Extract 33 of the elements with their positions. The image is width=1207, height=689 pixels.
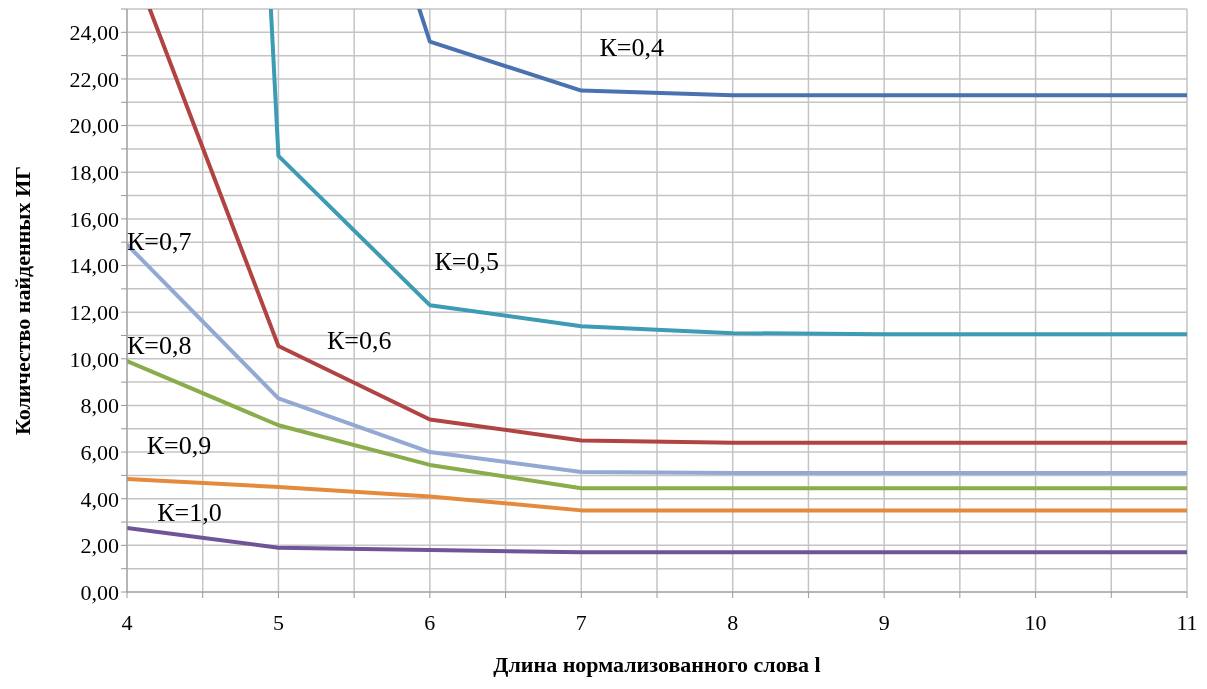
series-label: К=0,4 <box>599 32 664 62</box>
x-tick-label: 10 <box>1024 609 1047 635</box>
y-tick-label: 4,00 <box>80 486 119 512</box>
line-series <box>417 9 1187 98</box>
x-tick-label: 7 <box>575 609 587 635</box>
y-tick-label: 10,00 <box>69 346 119 372</box>
x-tick-label: 6 <box>424 609 436 635</box>
y-tick-label: 24,00 <box>69 20 119 46</box>
y-tick-label: 22,00 <box>69 66 119 92</box>
x-tick-label: 4 <box>121 609 133 635</box>
series-label: К=0,8 <box>127 331 192 361</box>
series-label: К=0,5 <box>434 247 499 277</box>
x-axis-title: Длина нормализованного слова l <box>493 652 821 677</box>
line-series <box>127 359 1187 491</box>
y-tick-label: 2,00 <box>80 533 119 559</box>
line-series <box>127 525 1187 555</box>
y-tick-label: 18,00 <box>69 160 119 186</box>
y-tick-label: 6,00 <box>80 439 119 465</box>
x-tick-label: 8 <box>727 609 739 635</box>
y-tick-label: 14,00 <box>69 253 119 279</box>
y-tick-label: 8,00 <box>80 393 119 419</box>
series-label: К=1,0 <box>157 497 222 527</box>
x-tick-label: 11 <box>1176 609 1198 635</box>
x-tick-label: 9 <box>878 609 890 635</box>
y-tick-label: 12,00 <box>69 299 119 325</box>
series-label: К=0,6 <box>326 326 392 356</box>
y-tick-label: 20,00 <box>69 113 119 139</box>
y-tick-label: 0,00 <box>80 579 119 605</box>
y-tick-label: 16,00 <box>69 206 119 232</box>
x-tick-label: 5 <box>272 609 284 635</box>
y-axis-title: Количество найденных ИГ <box>10 165 35 436</box>
series-label: К=0,9 <box>146 431 212 461</box>
series-label: К=0,7 <box>127 227 192 257</box>
